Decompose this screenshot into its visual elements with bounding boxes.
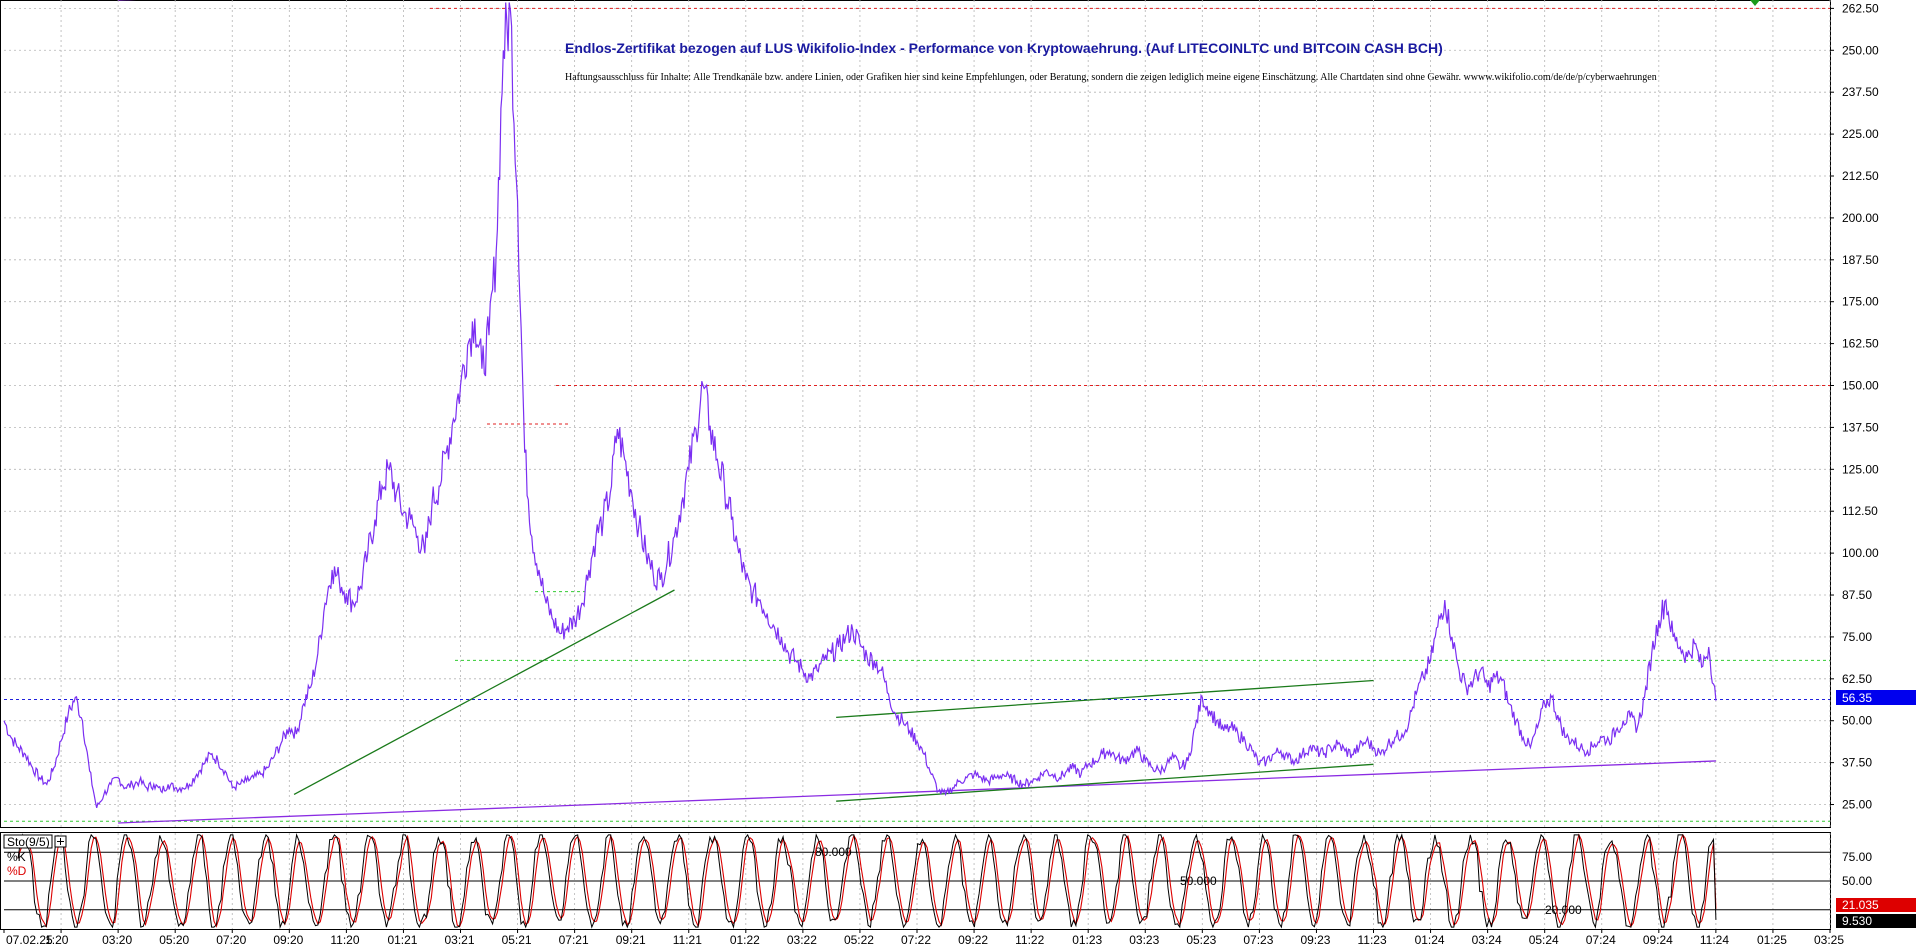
x-tick-label: 09:20 <box>273 933 303 947</box>
y-tick-label: 50.00 <box>1842 714 1872 728</box>
x-tick-label: 01:23 <box>1072 933 1102 947</box>
trend-lines <box>118 0 1716 824</box>
x-tick-label: 11:22 <box>1015 933 1044 947</box>
y-tick-label: 100.00 <box>1842 546 1879 560</box>
y-axis-ticks: 262.50 250.00 237.50 225.00 212.50 200.00 187.… <box>1830 1 1879 812</box>
x-tick-label: 11:23 <box>1358 933 1387 947</box>
x-tick-label: 03:24 <box>1472 933 1502 947</box>
svg-text:9.530: 9.530 <box>1842 914 1872 928</box>
svg-text:56.35: 56.35 <box>1842 691 1872 705</box>
x-tick-label: 01:25 <box>1757 933 1787 947</box>
x-tick-label: 07:24 <box>1586 933 1616 947</box>
x-tick-label: 09:22 <box>958 933 988 947</box>
x-tick-label: 11:24 <box>1700 933 1729 947</box>
svg-text:Sto(9/5): Sto(9/5) <box>7 835 50 849</box>
y-tick-label: 200.00 <box>1842 211 1879 225</box>
x-tick-label: 11:20 <box>330 933 359 947</box>
x-tick-label: 05:24 <box>1529 933 1559 947</box>
x-tick-label: 05:20 <box>159 933 189 947</box>
x-tick-label: 07.02.25 <box>6 933 53 947</box>
svg-text:%K: %K <box>7 850 26 864</box>
y-tick-label: 125.00 <box>1842 462 1879 476</box>
x-tick-label: 09:24 <box>1643 933 1673 947</box>
stoch-k-line <box>17 833 1717 930</box>
x-tick-label: 05:21 <box>502 933 532 947</box>
x-tick-label: 09:21 <box>616 933 646 947</box>
x-axis-ticks: 07.02.251:20 03:20 05:20 07:20 09:20 11:20 01:… <box>3 929 1844 947</box>
y-tick-label: 262.50 <box>1842 1 1879 15</box>
stoch-y-axis-ticks: 75.00 50.00 <box>1842 850 1872 888</box>
y-tick-label: 175.00 <box>1842 295 1879 309</box>
stoch-level-label: 20.000 <box>1545 903 1582 917</box>
svg-text:21.035: 21.035 <box>1842 898 1879 912</box>
x-tick-label: 05:22 <box>844 933 874 947</box>
stoch-d-badge: 21.035 <box>1836 898 1916 912</box>
y-tick-label: 187.50 <box>1842 253 1879 267</box>
x-tick-label: 03:23 <box>1129 933 1159 947</box>
x-tick-label: 11:21 <box>673 933 702 947</box>
x-tick-label: 09:23 <box>1300 933 1330 947</box>
y-tick-label: 37.50 <box>1842 756 1872 770</box>
y-tick-label: 87.50 <box>1842 588 1872 602</box>
stoch-legend: Sto(9/5) %K %D <box>3 834 67 878</box>
y-tick-label: 162.50 <box>1842 337 1879 351</box>
trend-line <box>836 679 1374 719</box>
x-tick-label: 05:23 <box>1186 933 1216 947</box>
x-tick-label: 03:25 <box>1814 933 1844 947</box>
stoch-k-badge: 9.530 <box>1836 914 1916 928</box>
x-tick-label: 07:23 <box>1243 933 1273 947</box>
y-tick-label: 150.00 <box>1842 379 1879 393</box>
svg-text:%D: %D <box>7 864 27 878</box>
arrow-marker-icon <box>1750 0 1760 6</box>
x-tick-label: 01:21 <box>387 933 417 947</box>
y-tick-label: 75.00 <box>1842 630 1872 644</box>
x-tick-label: 1:20 <box>45 933 69 947</box>
last-price-badge: 56.35 <box>1836 690 1916 705</box>
y-tick-label: 212.50 <box>1842 169 1879 183</box>
x-tick-label: 03:20 <box>102 933 132 947</box>
x-tick-label: 07:22 <box>901 933 931 947</box>
x-tick-label: 03:21 <box>445 933 475 947</box>
stoch-pane-frame <box>0 832 1831 930</box>
chart-disclaimer: Haftungsausschluss für Inhalte: Alle Tre… <box>565 72 1657 83</box>
chart-title: Endlos-Zertifikat bezogen auf LUS Wikifo… <box>565 40 1443 56</box>
x-tick-label: 07:20 <box>216 933 246 947</box>
stoch-y-tick-label: 50.00 <box>1842 874 1872 888</box>
trend-line <box>836 763 1374 802</box>
price-line <box>3 2 1717 809</box>
y-tick-label: 225.00 <box>1842 127 1879 141</box>
y-tick-label: 250.00 <box>1842 43 1879 57</box>
y-tick-label: 25.00 <box>1842 798 1872 812</box>
x-tick-label: 03:22 <box>787 933 817 947</box>
stoch-d-line <box>17 833 1717 928</box>
y-tick-label: 237.50 <box>1842 85 1879 99</box>
expand-icon[interactable] <box>54 835 67 848</box>
y-tick-label: 112.50 <box>1842 504 1878 518</box>
trend-line <box>293 589 675 796</box>
stoch-y-tick-label: 75.00 <box>1842 850 1872 864</box>
x-tick-label: 01:24 <box>1415 933 1445 947</box>
y-tick-label: 137.50 <box>1842 420 1879 434</box>
main-pane-frame <box>0 0 1831 828</box>
trend-line <box>118 760 1716 824</box>
main-grid <box>4 0 1831 828</box>
x-tick-label: 01:22 <box>730 933 760 947</box>
y-tick-label: 62.50 <box>1842 672 1872 686</box>
x-tick-label: 07:21 <box>559 933 589 947</box>
